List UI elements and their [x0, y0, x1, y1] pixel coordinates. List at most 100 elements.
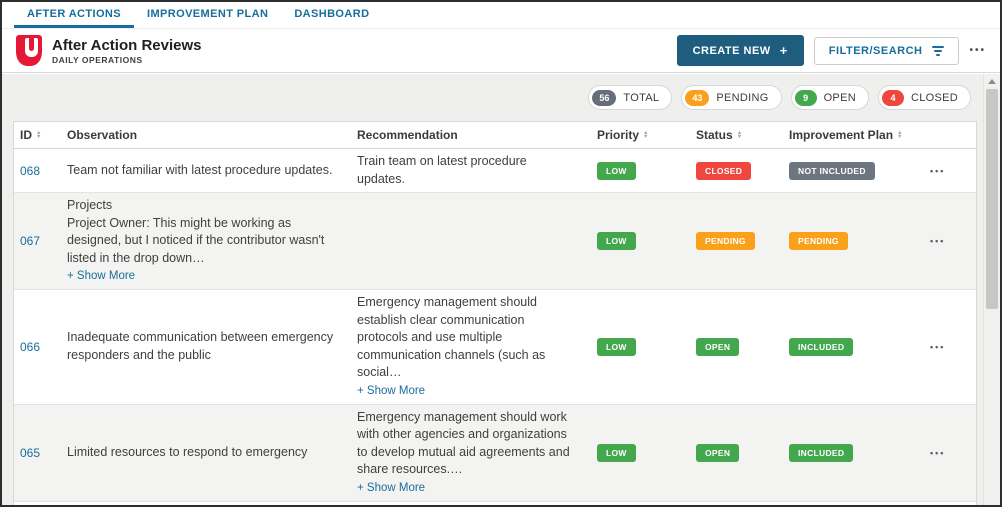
- improvement-plan-badge: NOT INCLUDED: [789, 161, 875, 180]
- counter-count-badge: 4: [881, 89, 904, 106]
- row-priority-cell: LOW: [592, 193, 691, 289]
- column-header-status[interactable]: Status ▲ ▼: [696, 128, 743, 142]
- column-header-priority[interactable]: Priority ▲ ▼: [597, 128, 649, 142]
- row-id-cell: 063: [14, 502, 62, 506]
- header-actions: CREATE NEW + FILTER/SEARCH •••: [676, 35, 986, 66]
- recommendation-show-more-link[interactable]: + Show More: [357, 481, 426, 494]
- priority-badge: LOW: [597, 337, 636, 356]
- sort-icon: ▲ ▼: [643, 130, 649, 140]
- row-priority-cell: LOW: [592, 405, 691, 501]
- row-improvement-plan-cell: PENDING: [784, 193, 930, 289]
- table-row: 066 Inadequate communication between eme…: [14, 290, 976, 405]
- sort-icon: ▲ ▼: [36, 130, 42, 140]
- recommendation-show-more-link[interactable]: + Show More: [357, 384, 426, 397]
- counter-chip[interactable]: 9 OPEN: [790, 85, 869, 110]
- counter-chip[interactable]: 43 PENDING: [681, 85, 782, 110]
- column-header-id[interactable]: ID ▲ ▼: [20, 128, 42, 142]
- tab-improvement-plan[interactable]: IMPROVEMENT PLAN: [147, 7, 269, 20]
- tab-after-actions[interactable]: AFTER ACTIONS: [14, 2, 135, 28]
- page-titles: After Action Reviews DAILY OPERATIONS: [52, 37, 201, 65]
- row-recommendation-cell: Train team on latest procedure updates. …: [354, 149, 592, 192]
- row-id-link[interactable]: 066: [20, 339, 41, 354]
- row-status-cell: CLOSED: [691, 149, 784, 192]
- row-observation-cell: Projects Project Owner: This might be wo…: [62, 193, 354, 289]
- improvement-plan-badge: INCLUDED: [789, 337, 854, 356]
- plus-icon: +: [779, 43, 788, 58]
- row-improvement-plan-cell: INCLUDED: [784, 405, 930, 501]
- column-header-observation[interactable]: Observation: [67, 128, 138, 142]
- observation-show-more-link[interactable]: + Show More: [67, 270, 136, 282]
- page-subtitle: DAILY OPERATIONS: [52, 54, 143, 65]
- table-row: 065 Limited resources to respond to emer…: [14, 404, 976, 502]
- top-tab-bar: AFTER ACTIONS IMPROVEMENT PLAN DASHBOARD: [2, 2, 1000, 29]
- counter-chip[interactable]: 4 CLOSED: [877, 85, 971, 110]
- row-recommendation-cell: + Show More: [354, 193, 592, 289]
- observation-text: Inadequate communication between emergen…: [67, 330, 334, 362]
- column-header-actions: [930, 122, 970, 148]
- row-more-menu-icon[interactable]: •••: [930, 236, 946, 246]
- row-observation-cell: Team not familiar with latest procedure …: [62, 149, 354, 192]
- row-id-link[interactable]: 067: [20, 234, 41, 248]
- row-actions-cell: •••: [930, 193, 970, 289]
- row-recommendation-cell: Emergency management should establish cl…: [354, 290, 592, 404]
- counter-label: OPEN: [823, 91, 856, 104]
- page-title: After Action Reviews: [52, 36, 202, 54]
- table-row: 068 Team not familiar with latest proced…: [14, 149, 976, 193]
- counter-label: CLOSED: [910, 91, 958, 104]
- row-priority-cell: MEDIUM: [592, 502, 691, 506]
- row-more-menu-icon[interactable]: •••: [930, 447, 946, 458]
- tab-dashboard[interactable]: DASHBOARD: [294, 7, 370, 20]
- header-more-menu-icon[interactable]: •••: [969, 45, 986, 56]
- priority-badge: LOW: [597, 161, 636, 180]
- recommendation-text: Train team on latest procedure updates.: [357, 154, 527, 186]
- create-new-label: CREATE NEW: [692, 44, 771, 57]
- vertical-scrollbar[interactable]: [983, 74, 1000, 505]
- table-body: 068 Team not familiar with latest proced…: [14, 149, 976, 505]
- row-id-cell: 068: [14, 149, 62, 192]
- row-actions-cell: •••: [930, 405, 970, 501]
- row-status-cell: OPEN: [691, 502, 784, 506]
- scrollbar-thumb[interactable]: [986, 89, 998, 309]
- row-recommendation-cell: Emergency management should invest in te…: [354, 502, 592, 506]
- filter-search-button[interactable]: FILTER/SEARCH: [813, 36, 960, 65]
- row-id-cell: 066: [14, 290, 62, 404]
- row-id-cell: 065: [14, 405, 62, 501]
- row-improvement-plan-cell: INCLUDED: [784, 502, 930, 506]
- counter-label: TOTAL: [623, 91, 660, 104]
- row-more-menu-icon[interactable]: •••: [930, 341, 946, 352]
- priority-badge: LOW: [597, 443, 636, 462]
- row-priority-cell: LOW: [592, 290, 691, 404]
- column-header-recommendation[interactable]: Recommendation: [357, 128, 458, 142]
- counter-count-badge: 9: [794, 89, 817, 106]
- recommendation-text: Emergency management should establish cl…: [357, 295, 546, 379]
- row-observation-cell: Limited resources to respond to emergenc…: [62, 405, 354, 501]
- sort-icon: ▲ ▼: [897, 130, 903, 140]
- row-id-link[interactable]: 065: [20, 445, 41, 460]
- row-actions-cell: •••: [930, 290, 970, 404]
- improvement-plan-badge: PENDING: [789, 232, 848, 250]
- counter-chip[interactable]: 56 TOTAL: [588, 85, 673, 110]
- scrollbar-up-arrow-icon[interactable]: [988, 79, 996, 84]
- priority-badge: LOW: [597, 232, 636, 250]
- content-area: 56 TOTAL 43 PENDING 9 OPEN 4 CLOSED: [2, 74, 983, 505]
- observation-text: Limited resources to respond to emergenc…: [67, 444, 308, 459]
- row-id-cell: 067: [14, 193, 62, 289]
- column-header-improvement-plan[interactable]: Improvement Plan ▲ ▼: [789, 128, 903, 142]
- observation-text: Projects Project Owner: This might be wo…: [67, 198, 325, 265]
- row-id-link[interactable]: 068: [20, 163, 41, 178]
- counter-count-badge: 56: [592, 89, 617, 106]
- create-new-button[interactable]: CREATE NEW +: [676, 35, 804, 66]
- table-header-row: ID ▲ ▼ Observation Recommendation Priorit…: [14, 122, 976, 149]
- status-badge: OPEN: [696, 337, 740, 356]
- row-recommendation-cell: Emergency management should work with ot…: [354, 405, 592, 501]
- after-actions-table: ID ▲ ▼ Observation Recommendation Priorit…: [13, 121, 977, 505]
- row-status-cell: OPEN: [691, 405, 784, 501]
- status-counters: 56 TOTAL 43 PENDING 9 OPEN 4 CLOSED: [2, 74, 983, 116]
- status-badge: PENDING: [696, 232, 755, 250]
- row-priority-cell: LOW: [592, 149, 691, 192]
- observation-text: Team not familiar with latest procedure …: [67, 162, 333, 177]
- filter-search-label: FILTER/SEARCH: [828, 44, 923, 57]
- recommendation-text: Emergency management should work with ot…: [357, 409, 570, 477]
- row-more-menu-icon[interactable]: •••: [930, 165, 946, 176]
